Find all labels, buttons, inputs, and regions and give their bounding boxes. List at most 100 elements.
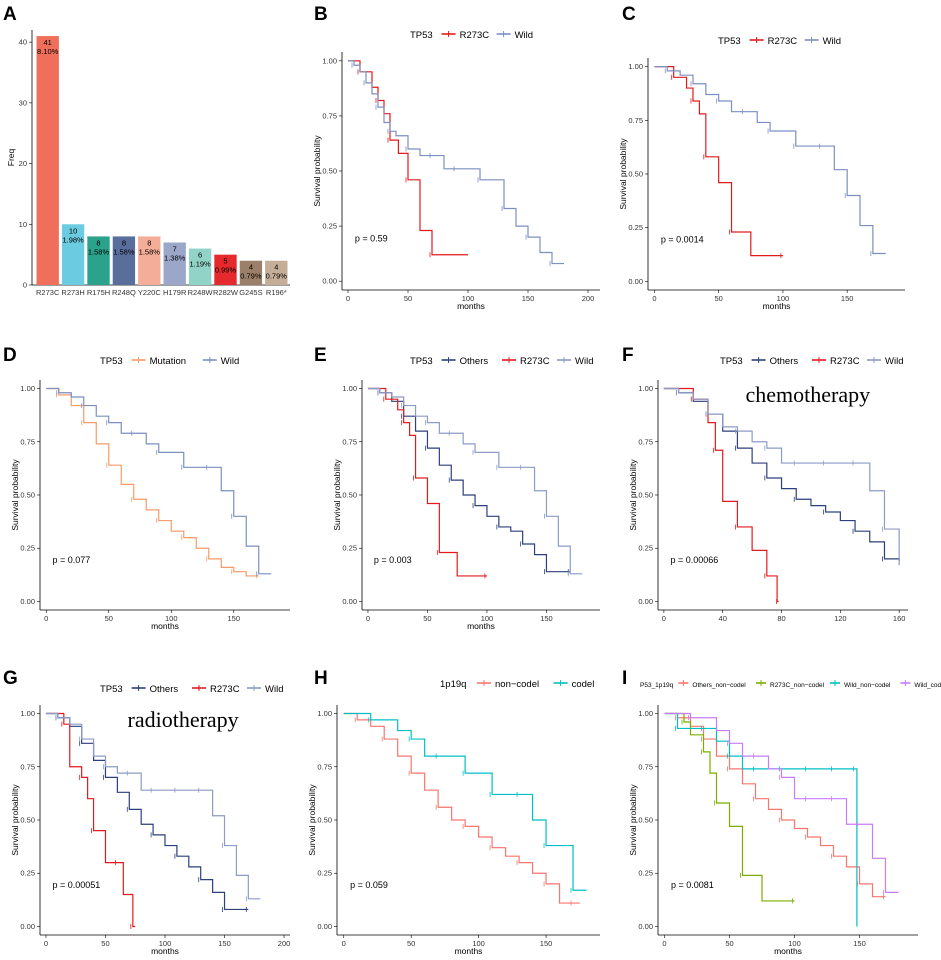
y-axis-label: Survival probability xyxy=(618,138,628,210)
bar-value-label: 8 xyxy=(122,238,126,247)
y-tick-label: 0.75 xyxy=(20,437,35,446)
x-tick-label: 150 xyxy=(540,939,553,948)
y-tick-label: 0.00 xyxy=(342,597,357,606)
bar-percent-label: 1.58% xyxy=(88,247,110,256)
y-axis-label: Survival probability xyxy=(10,784,20,856)
bar xyxy=(87,236,110,285)
y-axis-label: Survival probability xyxy=(332,459,342,531)
y-tick-label: 0.00 xyxy=(322,277,337,286)
legend-entry: Wild xyxy=(885,356,903,367)
bar-percent-label: 1.98% xyxy=(62,235,84,244)
survival-curve-0 xyxy=(663,387,900,562)
legend-entry: Wild xyxy=(221,356,239,367)
x-tick-label: 50 xyxy=(423,614,431,623)
legend-entry: Wild xyxy=(515,30,533,41)
bar-value-label: 8 xyxy=(96,238,100,247)
p-value: p = 0.00066 xyxy=(671,555,719,565)
y-tick-label: 0.50 xyxy=(638,491,653,500)
bar-value-label: 6 xyxy=(198,251,202,260)
panel-label-I: I xyxy=(622,668,627,689)
x-tick-label: 100 xyxy=(159,939,172,948)
y-tick-label: 0 xyxy=(23,281,27,290)
y-tick-label: 0.50 xyxy=(342,491,357,500)
survival-curve-1 xyxy=(343,712,587,891)
p-value: p = 0.077 xyxy=(53,555,91,565)
panel-I: I 0.00 0.25 0.50 0.75 1.00 0 50 100 150 months Surv… xyxy=(622,668,941,956)
legend-entry: Wild_non−codel xyxy=(844,682,891,689)
survival-curve-0 xyxy=(348,60,468,256)
x-tick-label: 100 xyxy=(472,939,485,948)
x-tick-label: 150 xyxy=(218,939,231,948)
legend-entry: R273C xyxy=(830,356,860,367)
x-tick-label: 150 xyxy=(540,614,553,623)
legend-entry: Wild xyxy=(265,684,283,695)
y-tick-label: 0.25 xyxy=(628,223,643,232)
annotation-text: chemotherapy xyxy=(746,382,871,407)
panel-label-A: A xyxy=(3,4,17,25)
x-tick-label: 200 xyxy=(278,939,291,948)
y-tick-label: 0.25 xyxy=(322,222,337,231)
x-axis-label: months xyxy=(763,301,791,311)
panel-B: B 0.00 0.25 0.50 0.75 1.00 0 50 100 150 200 months S… xyxy=(312,4,600,311)
y-tick-label: 0.75 xyxy=(342,437,357,446)
x-tick-label: 0 xyxy=(652,294,656,303)
y-tick-label: 10 xyxy=(19,220,27,229)
panel-label-D: D xyxy=(3,345,17,366)
y-axis-label: Survival probability xyxy=(628,784,638,856)
x-tick-label: 0 xyxy=(662,939,666,948)
x-axis-label: months xyxy=(455,946,483,956)
y-axis-label: Survival probability xyxy=(307,784,317,856)
x-tick-label: 0 xyxy=(44,614,48,623)
bar xyxy=(112,236,136,285)
y-tick-label: 0.00 xyxy=(20,597,35,606)
y-tick-label: 0.75 xyxy=(638,437,653,446)
x-tick-label: 50 xyxy=(404,294,412,303)
legend-entry: Wild xyxy=(823,36,841,47)
y-tick-label: 0.50 xyxy=(638,816,653,825)
legend-entry: R273C_non−codel xyxy=(770,682,825,689)
y-tick-label: 0.25 xyxy=(317,869,332,878)
y-tick-label: 40 xyxy=(19,38,27,47)
legend-title: TP53 xyxy=(100,684,123,695)
y-tick-label: 0.25 xyxy=(342,544,357,553)
legend-entry: Wild xyxy=(575,356,593,367)
p-value: p = 0.059 xyxy=(350,880,388,890)
panel-C: C 0.00 0.25 0.50 0.75 1.00 0 50 100 150 months Surv… xyxy=(618,4,905,311)
p-value: p = 0.003 xyxy=(374,555,412,565)
x-axis-label: months xyxy=(774,946,802,956)
legend-entry: Others xyxy=(150,684,179,695)
legend-entry: R273C xyxy=(520,356,550,367)
y-tick-label: 0.00 xyxy=(317,922,332,931)
bar xyxy=(188,248,212,285)
bar-percent-label: 1.19% xyxy=(189,260,211,269)
y-tick-label: 0.00 xyxy=(628,277,643,286)
bar xyxy=(163,242,186,285)
x-tick-label: 150 xyxy=(522,294,535,303)
y-tick-label: 0.25 xyxy=(20,869,35,878)
x-tick-label: 120 xyxy=(834,614,847,623)
p-value: p = 0.0081 xyxy=(671,880,714,890)
x-tick-label: 0 xyxy=(366,614,370,623)
x-tick-label: 40 xyxy=(719,614,727,623)
legend-title: TP53 xyxy=(720,356,743,367)
survival-curve-1 xyxy=(367,387,487,577)
x-tick-label: 0 xyxy=(346,294,350,303)
y-tick-label: 0.25 xyxy=(20,544,35,553)
survival-curve-1 xyxy=(348,60,564,265)
x-tick-label: 0 xyxy=(342,939,346,948)
x-tick-label: R282W xyxy=(213,288,239,297)
bar-value-label: 8 xyxy=(147,238,151,247)
legend-entry: R273C xyxy=(210,684,240,695)
panel-label-F: F xyxy=(622,345,634,366)
survival-curve-2 xyxy=(664,712,858,927)
x-tick-label: Y220C xyxy=(138,288,162,297)
panel-label-E: E xyxy=(314,345,327,366)
legend-entry: Wild_codel xyxy=(914,682,941,689)
bar xyxy=(239,260,263,285)
legend-title: P53_1p19q xyxy=(640,682,674,689)
y-tick-label: 20 xyxy=(19,159,27,168)
bar xyxy=(138,236,161,285)
y-tick-label: 0.00 xyxy=(638,922,653,931)
survival-curve-0 xyxy=(654,65,783,257)
x-axis-label: months xyxy=(151,946,179,956)
